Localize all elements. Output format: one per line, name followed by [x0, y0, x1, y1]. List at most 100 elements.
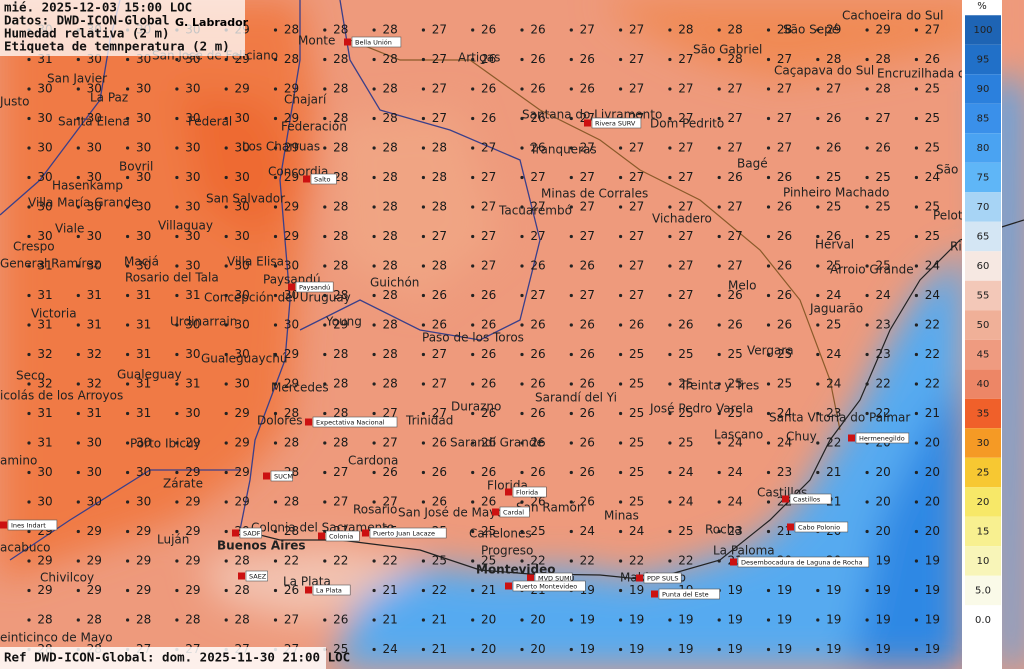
place-label: Arroio Grande	[830, 263, 914, 277]
grid-point	[816, 146, 820, 150]
place-label: Caçapava do Sul	[774, 64, 874, 78]
grid-point	[619, 205, 623, 209]
grid-point	[914, 87, 919, 91]
grid-point	[816, 293, 820, 298]
place-label: Guichón	[370, 276, 419, 290]
grid-point	[27, 116, 31, 121]
place-label: Bovril	[119, 160, 153, 174]
temperature-label: 19	[629, 583, 644, 597]
temperature-label: 27	[728, 229, 743, 243]
temperature-label: 30	[235, 200, 250, 214]
grid-point	[224, 116, 228, 121]
temperature-label: 28	[284, 23, 299, 37]
legend-swatch	[965, 15, 1001, 45]
grid-point	[766, 57, 771, 62]
temperature-label: 28	[333, 200, 348, 214]
grid-point	[816, 57, 820, 62]
temperature-label: 27	[382, 406, 397, 420]
temperature-label: 28	[382, 229, 397, 243]
temperature-label: 28	[333, 347, 348, 361]
temperature-label: 22	[284, 554, 299, 568]
grid-point	[224, 264, 228, 268]
temperature-label: 25	[333, 642, 348, 656]
temperature-label: 28	[382, 170, 397, 184]
grid-point	[816, 382, 820, 386]
temperature-label: 27	[382, 436, 397, 450]
station-box	[239, 527, 262, 539]
temperature-label: 30	[87, 111, 102, 125]
grid-point	[126, 529, 130, 534]
grid-point	[224, 529, 228, 534]
place-label: Durazno	[451, 400, 501, 414]
grid-point	[27, 352, 31, 357]
place-label: Hasenkamp	[52, 179, 123, 193]
grid-point	[766, 87, 771, 91]
station-box	[270, 470, 293, 482]
temperature-label: 22	[875, 377, 890, 391]
temperature-label: 27	[678, 82, 693, 96]
place-label: Lascano	[714, 428, 763, 442]
temperature-label: 30	[235, 111, 250, 125]
temperature-label: 30	[185, 200, 200, 214]
temperature-label: 30	[185, 141, 200, 155]
temperature-label: 28	[432, 141, 447, 155]
temperature-label: 28	[728, 52, 743, 66]
grid-point	[865, 205, 869, 209]
grid-point	[619, 529, 623, 534]
temperature-label: 29	[185, 583, 200, 597]
grid-point	[766, 205, 771, 209]
temperature-label: 25	[925, 82, 940, 96]
grid-point	[471, 588, 475, 593]
station-box	[325, 530, 360, 542]
grid-point	[224, 441, 228, 445]
temperature-label: 26	[481, 82, 496, 96]
grid-point	[126, 323, 130, 327]
legend-swatch	[965, 398, 1001, 429]
temperature-label: 31	[136, 377, 151, 391]
legend-label: 75	[977, 173, 990, 184]
station-label: SAEZ	[249, 573, 267, 581]
temperature-label: 28	[333, 170, 348, 184]
temperature-label: 23	[777, 465, 792, 479]
temperature-label: 28	[432, 170, 447, 184]
station-label: Castillos	[793, 496, 821, 504]
temperature-label: 22	[432, 583, 447, 597]
grid-point	[569, 382, 573, 386]
grid-point	[865, 234, 869, 239]
station-box	[794, 521, 849, 533]
grid-point	[273, 116, 278, 121]
legend-swatch	[965, 74, 1001, 104]
temperature-label: 28	[235, 583, 250, 597]
temperature-label: 27	[580, 170, 595, 184]
temperature-label: 24	[678, 465, 693, 479]
grid-point	[619, 352, 623, 357]
temperature-label: 26	[728, 170, 743, 184]
grid-point	[471, 116, 475, 121]
grid-point	[224, 411, 228, 416]
grid-point	[175, 559, 179, 563]
place-label: Chajarí	[284, 93, 327, 107]
temperature-label: 26	[481, 111, 496, 125]
place-label: acabuco	[0, 541, 50, 555]
grid-point	[766, 470, 771, 475]
temperature-label: 25	[875, 170, 890, 184]
temperature-label: 27	[580, 23, 595, 37]
temperature-label: 27	[629, 259, 644, 273]
place-label: Federal	[188, 115, 232, 129]
rivers	[0, 0, 541, 561]
temperature-label: 31	[87, 288, 102, 302]
temperature-label: 25	[432, 554, 447, 568]
grid-point	[717, 28, 721, 32]
place-label: Seco	[16, 369, 45, 383]
temperature-label: 29	[235, 465, 250, 479]
grid-point	[668, 116, 672, 121]
grid-point	[76, 175, 80, 180]
grid-point	[126, 264, 130, 268]
grid-point	[27, 57, 31, 62]
place-label: Los Charruas	[242, 140, 320, 154]
place-label: Sarandí Grande	[450, 436, 544, 450]
temperature-label: 30	[136, 82, 151, 96]
grid-point	[520, 352, 524, 357]
grid-point	[27, 500, 31, 504]
grid-point	[273, 234, 278, 239]
